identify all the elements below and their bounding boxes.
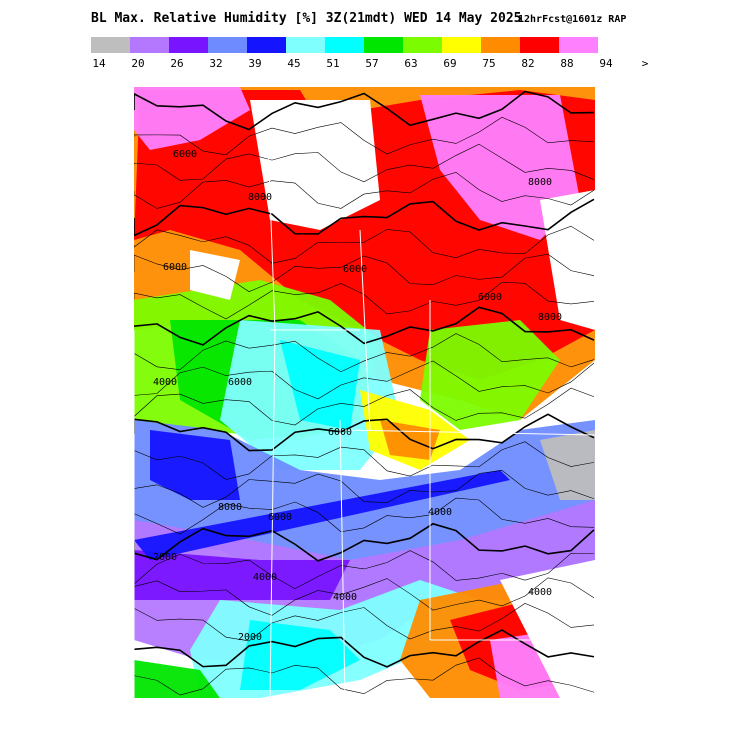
colorbar-swatch [481,37,520,53]
height-contour [134,469,595,508]
colorbar-swatch [442,37,481,53]
contour-label: 4000 [333,592,357,603]
clear-region [190,250,240,300]
colorbar-label: 57 [365,57,378,70]
colorbar-label: 69 [443,57,456,70]
state-border [359,229,371,431]
colorbar-label: 26 [170,57,183,70]
colorbar-swatch [169,37,208,53]
colorbar-label: 39 [248,57,261,70]
clear-region [250,100,380,230]
contour-label: 6000 [163,262,187,273]
humidity-region [150,430,240,500]
height-contour [134,657,595,696]
contour-label: 8000 [218,502,242,513]
contour-label: 6000 [328,427,352,438]
humidity-region [134,470,510,560]
contour-label: 6000 [173,149,197,160]
colorbar-label: 88 [560,57,573,70]
contour-label: 8000 [538,312,562,323]
contour-label: 6000 [228,377,252,388]
humidity-region [134,87,250,150]
contour-label: 2000 [153,552,177,563]
colorbar-label: 82 [521,57,534,70]
colorbar-swatch [286,37,325,53]
height-contour [134,629,595,668]
height-contour [134,577,595,616]
contour-label: 4000 [428,507,452,518]
colorbar-swatch [403,37,442,53]
height-contour [134,360,595,400]
height-contour [134,90,595,131]
colorbar-swatch [520,37,559,53]
state-border [339,419,346,698]
contour-label: 2000 [238,632,262,643]
colorbar-label: 45 [287,57,300,70]
height-contour [134,413,595,452]
colorbar-swatch [208,37,247,53]
humidity-region [280,340,360,430]
colorbar-label: 51 [326,57,339,70]
forecast-info: 12hrFcst@1601z RAP [518,14,626,25]
contour-label: 6000 [343,264,367,275]
contour-label: 6000 [478,292,502,303]
colorbar-swatch [364,37,403,53]
height-contour [134,253,595,292]
height-contour [134,306,595,346]
height-contour [134,333,595,373]
colorbar-swatch [91,37,130,53]
contour-label: 8000 [528,177,552,188]
height-contour [134,143,595,183]
humidity-region [420,95,580,240]
colorbar-label: 14 [92,57,106,70]
contour-label: 6000 [268,512,292,523]
height-contour [134,116,595,156]
clear-region [500,560,595,698]
colorbar-swatch [130,37,169,53]
contour-label: 4000 [253,572,277,583]
colorbar-swatch [325,37,364,53]
height-contour [134,387,595,426]
contour-label: 4000 [153,377,177,388]
humidity-region [420,320,560,430]
height-contour [134,441,595,480]
contour-label: 8000 [248,192,272,203]
colorbar-label: 63 [404,57,417,70]
height-contour [134,171,595,209]
colorbar-swatch [559,37,598,53]
height-contour [134,602,595,642]
height-contour [134,198,595,237]
humidity-region [134,660,220,698]
colorbar-swatch [247,37,286,53]
title: BL Max. Relative Humidity [%] 3Z(21mdt) … [91,11,521,26]
map: 6000 8000 6000 6000 8000 4000 6000 6000 6000 2000… [134,87,595,698]
height-contour [134,522,595,562]
colorbar-label: 94 [599,57,613,70]
height-contour [134,497,595,535]
contour-label: 4000 [528,587,552,598]
height-contour [134,225,595,264]
colorbar-label: 32 [209,57,222,70]
colorbar-label: 20 [131,57,144,70]
humidity-region [134,550,350,600]
state-border [344,429,595,436]
colorbar-label: 75 [482,57,495,70]
height-contour [134,281,595,320]
colorbar-label: > [642,57,649,70]
colorbar: 14 20 26 32 39 45 51 57 63 69 75 82 88 94 > [91,37,649,70]
height-contour [134,550,595,590]
